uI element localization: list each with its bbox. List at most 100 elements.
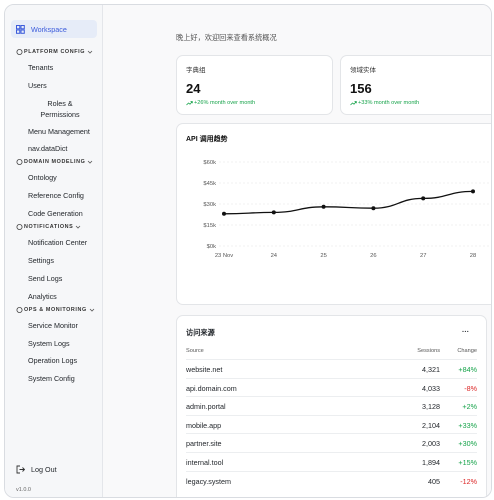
greeting: 晚上好，欢迎回来查看系统概况: [176, 33, 277, 42]
series-line: [223, 190, 474, 215]
y-tick-label: $0k: [207, 244, 216, 250]
table-menu[interactable]: ···: [462, 327, 470, 336]
change: -12%: [460, 476, 477, 486]
chart: API 调用趋势 $0k $15k $30k $45k $60k 23 Nov 24 25 26…: [186, 134, 491, 259]
table-header: Change: [457, 348, 477, 354]
change: -8%: [464, 383, 477, 393]
trend-icon: [350, 101, 357, 106]
row-divider: [186, 359, 477, 360]
nav-item[interactable]: Menu Management: [28, 127, 90, 136]
section-title[interactable]: OPS & MONITORING: [24, 307, 87, 313]
nav-item[interactable]: System Config: [28, 374, 75, 383]
stat-trend: +26% month over month: [194, 100, 256, 106]
source[interactable]: admin.portal: [186, 402, 226, 412]
source[interactable]: website.net: [186, 365, 223, 374]
x-tick-label: 25: [320, 253, 326, 259]
data-point: [321, 204, 326, 209]
nav-item[interactable]: Tenants: [28, 63, 54, 72]
row-divider: [186, 470, 477, 472]
trend-icon: [186, 101, 193, 106]
chart-title: API 调用趋势: [186, 134, 228, 143]
chevron[interactable]: [75, 224, 81, 230]
table-card: 访问来源 ··· Source Sessions Change website.net…: [176, 315, 487, 497]
nav-item[interactable]: Operation Logs: [28, 356, 78, 365]
data-point: [271, 210, 276, 215]
stat-trend: +33% month over month: [358, 100, 420, 106]
source[interactable]: partner.site: [186, 439, 222, 449]
sessions: 1,894: [422, 458, 440, 467]
row-divider: [186, 452, 477, 453]
data-point: [222, 211, 226, 216]
source[interactable]: legacy.system: [186, 476, 232, 486]
source[interactable]: mobile.app: [186, 420, 222, 430]
section-title[interactable]: NOTIFICATIONS: [24, 224, 74, 230]
nav-item[interactable]: System Logs: [28, 339, 70, 348]
nav-item[interactable]: Roles & Permissions: [40, 99, 80, 119]
active-item-bg[interactable]: [11, 20, 97, 38]
nav-item[interactable]: Ontology: [28, 173, 57, 182]
nav-item[interactable]: Analytics: [28, 292, 57, 301]
y-tick-label: $60k: [203, 160, 216, 166]
x-tick-label: 23 Nov: [215, 253, 233, 259]
change: +2%: [462, 402, 477, 412]
source[interactable]: api.domain.com: [186, 383, 237, 393]
y-tick-label: $30k: [203, 202, 216, 208]
data-point: [421, 196, 426, 201]
app-window: Workspace Log Out v1.0.0 PLATFORM CONFIG…: [4, 4, 492, 498]
sidebar: Workspace Log Out v1.0.0 PLATFORM CONFIG…: [5, 5, 103, 497]
stat-card: 字典组 24 +26% month over month: [176, 55, 333, 115]
row-divider: [186, 433, 477, 435]
section-title[interactable]: PLATFORM CONFIG: [24, 49, 86, 55]
main: 晚上好，欢迎回来查看系统概况 API 调用趋势 $0k $15k $30k $45k $…: [103, 5, 491, 497]
nav-item[interactable]: Users: [28, 81, 47, 90]
section-icons: [16, 307, 23, 313]
source[interactable]: internal.tool: [186, 458, 224, 467]
version: v1.0.0: [16, 487, 31, 493]
sessions: 2,003: [422, 439, 440, 449]
logout-icon: [16, 465, 25, 474]
brand[interactable]: Workspace: [31, 25, 67, 34]
logout[interactable]: Log Out: [31, 465, 57, 474]
table-header: Sessions: [417, 348, 440, 354]
y-tick-label: $15k: [203, 223, 216, 229]
workspace-icon: [16, 25, 25, 34]
table-header: Source: [186, 348, 204, 354]
nav-item[interactable]: Send Logs: [28, 274, 63, 283]
chart-card: API 调用趋势 $0k $15k $30k $45k $60k 23 Nov 24 25 26…: [176, 123, 491, 305]
x-tick-label: 24: [271, 253, 278, 259]
row-divider: [186, 377, 477, 379]
stat-value: 156: [350, 81, 372, 96]
stat-value: 24: [186, 81, 201, 96]
nav-item[interactable]: Code Generation: [28, 209, 83, 218]
section-title[interactable]: DOMAIN MODELING: [24, 159, 86, 165]
change: +15%: [458, 458, 477, 467]
table-title: 访问来源: [186, 328, 215, 337]
change: +33%: [458, 420, 477, 430]
sessions: 3,128: [422, 402, 440, 412]
x-tick-label: 27: [420, 253, 426, 259]
chevron[interactable]: [89, 307, 95, 313]
nav-item[interactable]: nav.dataDict: [28, 144, 68, 153]
x-tick-label: 28: [470, 253, 476, 259]
x-tick-label: 26: [370, 253, 376, 259]
stat-label: 字典组: [186, 67, 206, 74]
nav-item[interactable]: Settings: [28, 256, 54, 265]
chevron[interactable]: [87, 49, 93, 55]
data-point: [471, 189, 475, 194]
section-icons: [16, 159, 23, 165]
nav-item[interactable]: Service Monitor: [28, 321, 78, 330]
section-icons: [16, 224, 23, 230]
stat-card: 领域实体 156 +33% month over month: [340, 55, 491, 115]
section-icons: [16, 49, 23, 55]
row-divider: [186, 414, 477, 416]
data-point: [371, 206, 376, 211]
nav-item[interactable]: Notification Center: [28, 238, 88, 247]
nav-item[interactable]: Reference Config: [28, 191, 84, 200]
y-tick-label: $45k: [203, 181, 216, 187]
sessions: 2,104: [422, 420, 440, 430]
sessions: 405: [428, 476, 440, 486]
change: +30%: [458, 439, 477, 449]
stat-label: 领域实体: [350, 67, 376, 74]
row-divider: [186, 396, 477, 398]
chevron[interactable]: [87, 159, 93, 165]
